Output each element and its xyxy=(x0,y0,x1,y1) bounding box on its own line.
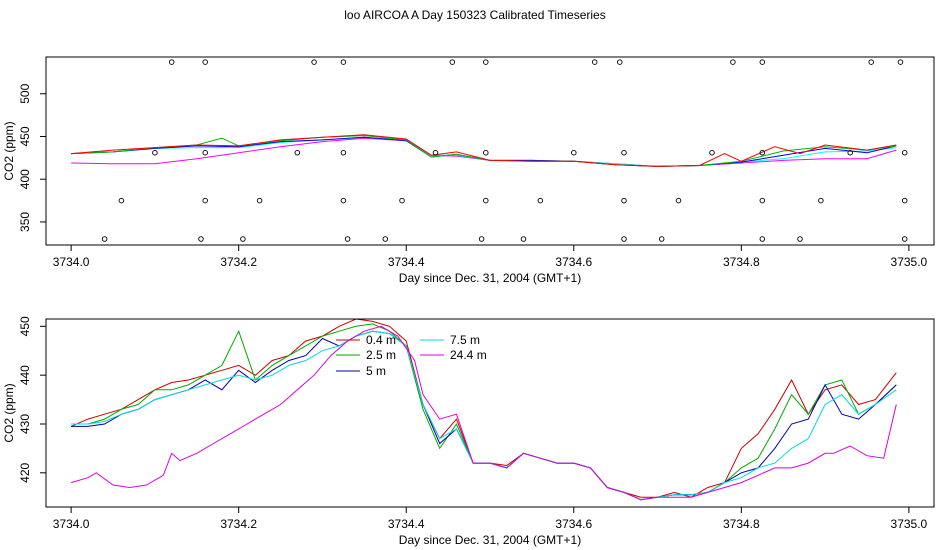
data-point-marker xyxy=(797,236,803,242)
x-tick-label: 3734.8 xyxy=(723,517,760,531)
data-point-marker xyxy=(202,149,208,156)
data-point-marker xyxy=(537,197,544,204)
x-tick-label: 3734.4 xyxy=(388,517,425,531)
data-point-marker xyxy=(901,197,908,204)
data-point-marker xyxy=(449,59,456,65)
data-point-marker xyxy=(483,149,489,156)
data-point-marker xyxy=(868,59,874,65)
data-point-marker xyxy=(621,236,627,242)
series-line-5 xyxy=(71,134,897,167)
data-point-marker xyxy=(617,59,623,65)
data-point-marker xyxy=(759,149,766,156)
data-point-marker xyxy=(340,149,347,156)
legend-label: 0.4 m xyxy=(366,333,396,347)
y-tick-label: 420 xyxy=(18,462,32,482)
x-tick-label: 3734.2 xyxy=(220,517,257,531)
data-point-marker xyxy=(709,149,715,156)
data-point-marker xyxy=(901,149,908,156)
data-point-marker xyxy=(202,197,208,204)
y-tick-label: 400 xyxy=(18,169,32,189)
x-axis-label: Day since Dec. 31, 2004 (GMT+1) xyxy=(399,271,581,285)
data-point-marker xyxy=(478,236,485,242)
legend: 0.4 m2.5 m 5 m 7.5 m24.4 m xyxy=(336,333,487,378)
x-tick-label: 3734.4 xyxy=(388,255,425,269)
data-point-marker xyxy=(818,197,824,204)
legend-label: 7.5 m xyxy=(450,333,480,347)
page-title: loo AIRCOA A Day 150323 Calibrated Times… xyxy=(344,8,606,22)
data-point-marker xyxy=(730,59,736,65)
plot-frame xyxy=(45,56,935,246)
data-point-marker xyxy=(675,197,682,204)
data-point-marker xyxy=(340,197,347,204)
legend-label: 24.4 m xyxy=(450,348,487,362)
y-tick-label: 450 xyxy=(18,126,32,146)
data-point-marker xyxy=(382,236,389,242)
plot-frame xyxy=(45,318,935,508)
x-tick-label: 3734.2 xyxy=(220,255,257,269)
data-point-marker xyxy=(311,59,317,65)
panel-1 xyxy=(40,56,935,251)
data-point-marker xyxy=(399,197,405,204)
data-point-marker xyxy=(591,59,598,65)
data-point-marker xyxy=(759,59,766,65)
legend-label: 2.5 m xyxy=(366,348,396,362)
series-line-4 xyxy=(71,135,897,167)
data-point-marker xyxy=(621,197,627,204)
x-tick-label: 3734.6 xyxy=(555,517,592,531)
data-point-marker xyxy=(901,236,908,242)
data-point-marker xyxy=(198,236,204,242)
data-point-marker xyxy=(240,236,246,242)
series-line-0.4m xyxy=(70,318,897,498)
data-point-marker xyxy=(256,197,263,204)
y-axis-label: CO2 (ppm) xyxy=(2,121,16,180)
y-axis-label: CO2 (ppm) xyxy=(2,383,16,442)
x-tick-label: 3735.0 xyxy=(891,517,928,531)
legend-label: 5 m xyxy=(366,364,386,378)
data-point-marker xyxy=(897,59,904,65)
data-point-marker xyxy=(658,236,665,242)
y-tick-label: 500 xyxy=(18,83,32,103)
data-point-marker xyxy=(340,59,347,65)
x-tick-label: 3734.0 xyxy=(53,255,90,269)
data-point-marker xyxy=(483,59,489,65)
y-tick-label: 350 xyxy=(18,212,32,232)
data-point-marker xyxy=(118,197,125,204)
y-tick-label: 430 xyxy=(18,414,32,434)
data-point-marker xyxy=(759,197,766,204)
data-point-marker xyxy=(483,197,489,204)
data-point-marker xyxy=(571,149,577,156)
x-tick-label: 3734.0 xyxy=(53,517,90,531)
x-tick-label: 3734.8 xyxy=(723,255,760,269)
data-point-marker xyxy=(520,236,527,242)
data-point-marker xyxy=(152,149,158,156)
data-point-marker xyxy=(621,149,627,156)
y-tick-label: 440 xyxy=(18,365,32,385)
data-point-marker xyxy=(168,59,175,65)
series-line-24.4m xyxy=(70,325,897,501)
data-point-marker xyxy=(432,149,439,156)
x-tick-label: 3734.6 xyxy=(555,255,592,269)
data-point-marker xyxy=(847,149,853,156)
data-point-marker xyxy=(294,149,301,156)
data-point-marker xyxy=(759,236,766,242)
x-axis-label: Day since Dec. 31, 2004 (GMT+1) xyxy=(399,533,581,547)
data-point-marker xyxy=(202,59,208,65)
panel-2: 0.4 m2.5 m 5 m 7.5 m24.4 m xyxy=(40,318,935,513)
x-tick-label: 3735.0 xyxy=(891,255,928,269)
y-tick-label: 450 xyxy=(18,316,32,336)
data-point-marker xyxy=(101,236,108,242)
data-point-marker xyxy=(344,236,351,242)
